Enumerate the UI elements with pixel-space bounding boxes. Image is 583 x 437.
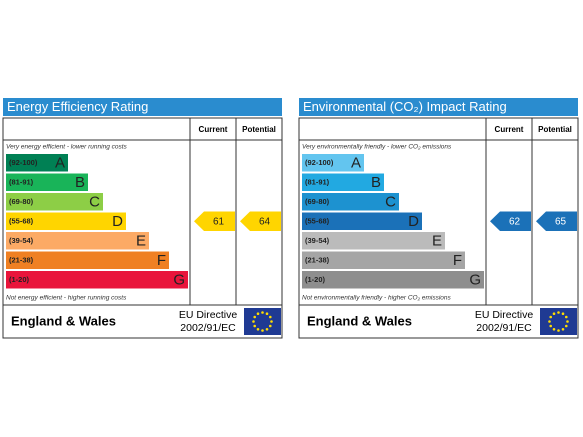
eu-star xyxy=(561,327,565,331)
bottom-note: Not energy efficient - higher running co… xyxy=(6,295,127,302)
band-range: (21-38) xyxy=(305,256,330,265)
rating-arrow xyxy=(490,211,531,231)
band-range: (81-91) xyxy=(305,178,330,187)
rating-arrow xyxy=(536,211,577,231)
rating-band xyxy=(302,232,445,250)
band-letter: E xyxy=(136,233,146,250)
band-letter: A xyxy=(351,155,361,172)
band-range: (39-54) xyxy=(305,236,330,245)
rating-band xyxy=(6,271,188,289)
rating-band xyxy=(302,173,384,191)
eu-star xyxy=(561,312,565,316)
rating-value: 62 xyxy=(509,216,521,227)
rating-band xyxy=(302,154,364,172)
band-range: (92-100) xyxy=(9,158,38,167)
eu-star xyxy=(268,324,272,328)
title-bar xyxy=(3,98,282,116)
band-letter: D xyxy=(408,213,419,230)
band-letter: A xyxy=(55,155,65,172)
eu-star xyxy=(265,312,269,316)
eu-star xyxy=(566,320,569,323)
rating-band xyxy=(6,232,149,250)
band-letter: G xyxy=(173,272,185,289)
band-range: (55-68) xyxy=(9,217,34,226)
rating-band xyxy=(6,173,88,191)
column-header: Current xyxy=(199,125,228,134)
eu-star xyxy=(557,311,560,314)
band-letter: F xyxy=(157,252,166,269)
rating-band xyxy=(6,251,169,269)
rating-band xyxy=(6,154,68,172)
eu-star xyxy=(552,327,556,331)
eu-star xyxy=(557,329,560,332)
rating-band xyxy=(302,212,422,230)
footer-code: 2002/91/EC xyxy=(476,322,532,334)
band-letter: C xyxy=(89,194,100,211)
column-header: Current xyxy=(495,125,524,134)
bottom-note: Not environmentally friendly - higher CO… xyxy=(302,295,452,302)
rating-band xyxy=(302,251,465,269)
rating-value: 65 xyxy=(555,216,567,227)
top-note: Very energy efficient - lower running co… xyxy=(6,144,128,151)
column-header: Potential xyxy=(538,125,572,134)
eu-star xyxy=(548,320,551,323)
band-letter: E xyxy=(432,233,442,250)
band-letter: B xyxy=(75,174,85,191)
rating-value: 64 xyxy=(259,216,271,227)
band-letter: D xyxy=(112,213,123,230)
band-range: (69-80) xyxy=(9,197,34,206)
band-range: (92-100) xyxy=(305,158,334,167)
top-note: Very environmentally friendly - lower CO… xyxy=(302,144,452,151)
panel-title: Energy Efficiency Rating xyxy=(7,99,148,114)
eu-star xyxy=(265,327,269,331)
band-letter: F xyxy=(453,252,462,269)
footer-directive: EU Directive xyxy=(475,309,534,321)
eu-star xyxy=(253,315,257,319)
footer-region: England & Wales xyxy=(307,313,412,328)
eu-star xyxy=(564,324,568,328)
band-range: (39-54) xyxy=(9,236,34,245)
band-letter: G xyxy=(469,272,481,289)
rating-band xyxy=(302,193,399,211)
eu-star xyxy=(549,324,553,328)
band-range: (81-91) xyxy=(9,178,34,187)
band-letter: B xyxy=(371,174,381,191)
eu-star xyxy=(253,324,257,328)
rating-value: 61 xyxy=(213,216,225,227)
panel-title: Environmental (CO₂) Impact Rating xyxy=(303,99,507,114)
band-range: (55-68) xyxy=(305,217,330,226)
eu-star xyxy=(256,312,260,316)
title-bar xyxy=(299,98,578,116)
eu-star xyxy=(256,327,260,331)
eu-star xyxy=(261,311,264,314)
rating-band xyxy=(6,212,126,230)
eu-star xyxy=(261,329,264,332)
band-range: (1-20) xyxy=(9,275,30,284)
band-range: (1-20) xyxy=(305,275,326,284)
footer-region: England & Wales xyxy=(11,313,116,328)
footer-code: 2002/91/EC xyxy=(180,322,236,334)
column-header: Potential xyxy=(242,125,276,134)
band-letter: C xyxy=(385,194,396,211)
eu-star xyxy=(564,315,568,319)
footer-directive: EU Directive xyxy=(179,309,238,321)
eu-star xyxy=(552,312,556,316)
rating-arrow xyxy=(194,211,235,231)
rating-band xyxy=(6,193,103,211)
band-range: (69-80) xyxy=(305,197,330,206)
rating-arrow xyxy=(240,211,281,231)
eu-star xyxy=(252,320,255,323)
eu-star xyxy=(268,315,272,319)
rating-band xyxy=(302,271,484,289)
eu-star xyxy=(270,320,273,323)
band-range: (21-38) xyxy=(9,256,34,265)
eu-star xyxy=(549,315,553,319)
